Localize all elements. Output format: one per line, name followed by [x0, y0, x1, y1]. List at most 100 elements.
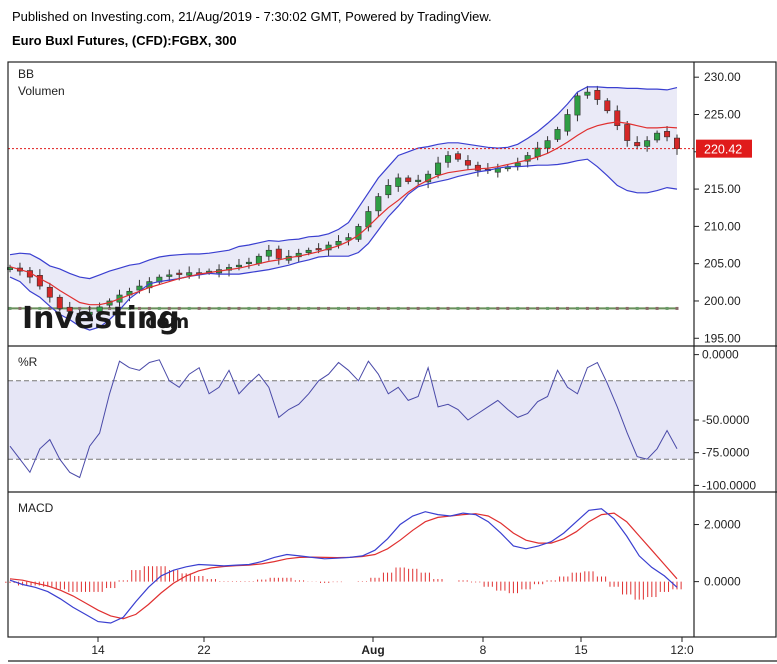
volume-bar	[48, 306, 52, 310]
macd-label: MACD	[18, 501, 54, 515]
price-axis[interactable]: 230.00225.00220.00215.00210.00205.00200.…	[694, 70, 741, 345]
candle-body	[86, 311, 93, 316]
candle-body	[464, 160, 471, 166]
price-panel[interactable]: BB Volumen Investing .com 230.00 225.00 22…	[7, 67, 752, 345]
candle-body	[634, 142, 641, 147]
candle	[574, 92, 581, 122]
last-price-tag-bg	[696, 139, 752, 158]
volume-bar	[317, 306, 321, 310]
candle-body	[255, 255, 262, 264]
time-tick-label: 14	[91, 643, 105, 657]
candle	[644, 136, 651, 152]
volume-bar	[108, 306, 112, 310]
volume-bar	[585, 306, 589, 310]
candle	[564, 109, 571, 136]
volume-bar	[177, 306, 181, 310]
price-tick-label: 225.00	[704, 107, 741, 121]
candle-body	[564, 114, 571, 132]
candle-body	[265, 249, 272, 257]
williams-r-line	[9, 359, 678, 479]
candle-body	[166, 274, 173, 277]
volume-layer	[8, 306, 679, 310]
williams-r-label: %R	[18, 355, 38, 369]
volume-bar	[267, 306, 271, 310]
price-tick-label: 215.00	[704, 182, 741, 196]
candle-body	[624, 124, 631, 141]
time-axis[interactable]: 14 22 Aug 8 15 12:0	[91, 637, 694, 657]
candle-body	[305, 249, 312, 253]
candle	[425, 170, 432, 189]
macd-axis[interactable]: 2.0000 0.0000	[694, 518, 741, 589]
volume-bar	[496, 306, 500, 310]
outer-frame	[7, 61, 777, 638]
candle	[454, 151, 461, 162]
watermark-brand: Investing	[22, 301, 180, 336]
bollinger-band-fill	[10, 86, 677, 331]
candle	[265, 244, 272, 261]
candle-body	[644, 140, 651, 147]
candle-body	[514, 162, 521, 167]
watermark-suffix: .com	[138, 311, 189, 333]
volume-bar	[8, 306, 12, 310]
candle-body	[435, 162, 442, 176]
candle	[56, 294, 63, 312]
candle	[594, 85, 601, 105]
candle-body	[375, 196, 382, 212]
volume-bar	[237, 306, 241, 310]
volume-bar	[595, 306, 599, 310]
williams-r-panel[interactable]: %R 0.0000 -50.0000 -75.0000 -100.0000	[8, 348, 756, 493]
last-price-value: 220.42	[704, 143, 742, 157]
volume-bar	[396, 306, 400, 310]
candle	[654, 130, 661, 143]
candle-body	[524, 155, 531, 162]
candle	[445, 151, 452, 168]
candle	[345, 233, 352, 246]
candle	[375, 193, 382, 218]
candle	[415, 174, 422, 185]
candle-body	[76, 312, 83, 316]
williams-r-axis[interactable]: 0.0000 -50.0000 -75.0000 -100.0000	[694, 348, 756, 493]
macd-tick-label: 2.0000	[704, 518, 741, 532]
candle-body	[405, 177, 412, 182]
candle-body	[176, 272, 183, 275]
candle-body	[554, 129, 561, 140]
volume-bar	[625, 306, 629, 310]
volume-bar	[416, 306, 420, 310]
volume-bar	[287, 306, 291, 310]
candle-body	[46, 286, 53, 298]
volume-bar	[337, 306, 341, 310]
price-tick-label: 200.00	[704, 294, 741, 308]
volume-bar	[436, 306, 440, 310]
candlestick-series	[7, 85, 680, 321]
macd-tick-label: 0.0000	[704, 575, 741, 589]
volume-bar	[167, 306, 171, 310]
volume-bar	[635, 306, 639, 310]
volume-bar	[277, 306, 281, 310]
candle-body	[275, 248, 282, 259]
candle	[634, 136, 641, 150]
candle-body	[425, 173, 432, 183]
volume-bar	[466, 306, 470, 310]
macd-panel[interactable]: MACD 2.0000 0.0000	[5, 501, 741, 624]
volume-bar	[516, 306, 520, 310]
instrument-title: Euro Buxl Futures, (CFD):FGBX, 300	[12, 33, 237, 48]
price-tick-label: 205.00	[704, 257, 741, 271]
volume-bar	[207, 306, 211, 310]
time-tick-label: Aug	[361, 643, 384, 657]
volume-bar	[675, 306, 679, 310]
bollinger-upper-line	[9, 86, 678, 280]
candle	[614, 105, 621, 131]
price-tick-label: 195.00	[704, 331, 741, 345]
candle	[86, 305, 93, 319]
volume-bar	[456, 306, 460, 310]
volume-bar	[18, 306, 22, 310]
candle	[604, 98, 611, 114]
time-tick-label: 12:0	[670, 643, 694, 657]
candle	[584, 85, 591, 99]
volume-bar	[476, 306, 480, 310]
volume-label: Volumen	[18, 84, 65, 98]
candle-body	[345, 237, 352, 241]
volume-bar	[297, 306, 301, 310]
volume-bar	[127, 306, 131, 310]
